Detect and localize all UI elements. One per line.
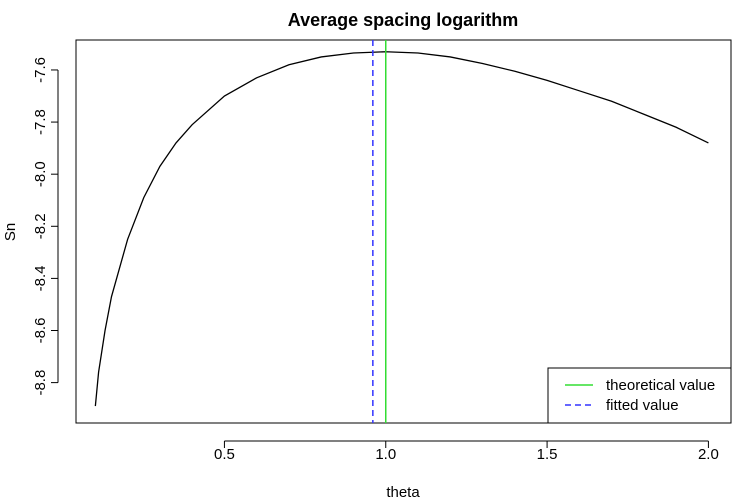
- y-axis-label: Sn: [2, 223, 19, 241]
- x-axis-label: theta: [386, 484, 420, 500]
- x-tick-label: 1.5: [537, 446, 558, 463]
- plot-frame: [75, 39, 732, 424]
- reference-lines: [372, 40, 387, 423]
- y-tick-label: -8.8: [32, 370, 49, 396]
- y-tick-label: -7.6: [32, 57, 49, 83]
- x-tick-label: 2.0: [698, 446, 719, 463]
- y-tick-label: -8.2: [32, 213, 49, 239]
- legend-label: fitted value: [606, 397, 679, 414]
- legend-label: theoretical value: [606, 377, 715, 394]
- y-tick-label: -8.0: [32, 161, 49, 187]
- y-tick-label: -7.8: [32, 109, 49, 135]
- chart-title: Average spacing logarithm: [288, 10, 518, 30]
- series-layer: [94, 51, 709, 407]
- legend-box: [547, 367, 732, 424]
- x-tick-label: 0.5: [214, 446, 235, 463]
- y-tick-label: -8.4: [32, 265, 49, 291]
- series-line: [94, 51, 709, 407]
- x-axis: 0.5 1.0 1.5 2.0: [214, 440, 719, 463]
- legend: theoretical value fitted value: [547, 367, 732, 424]
- y-axis: -8.8 -8.6 -8.4 -8.2 -8.0 -7.8 -7.6: [32, 57, 59, 396]
- y-tick-label: -8.6: [32, 318, 49, 344]
- x-tick-label: 1.0: [375, 446, 396, 463]
